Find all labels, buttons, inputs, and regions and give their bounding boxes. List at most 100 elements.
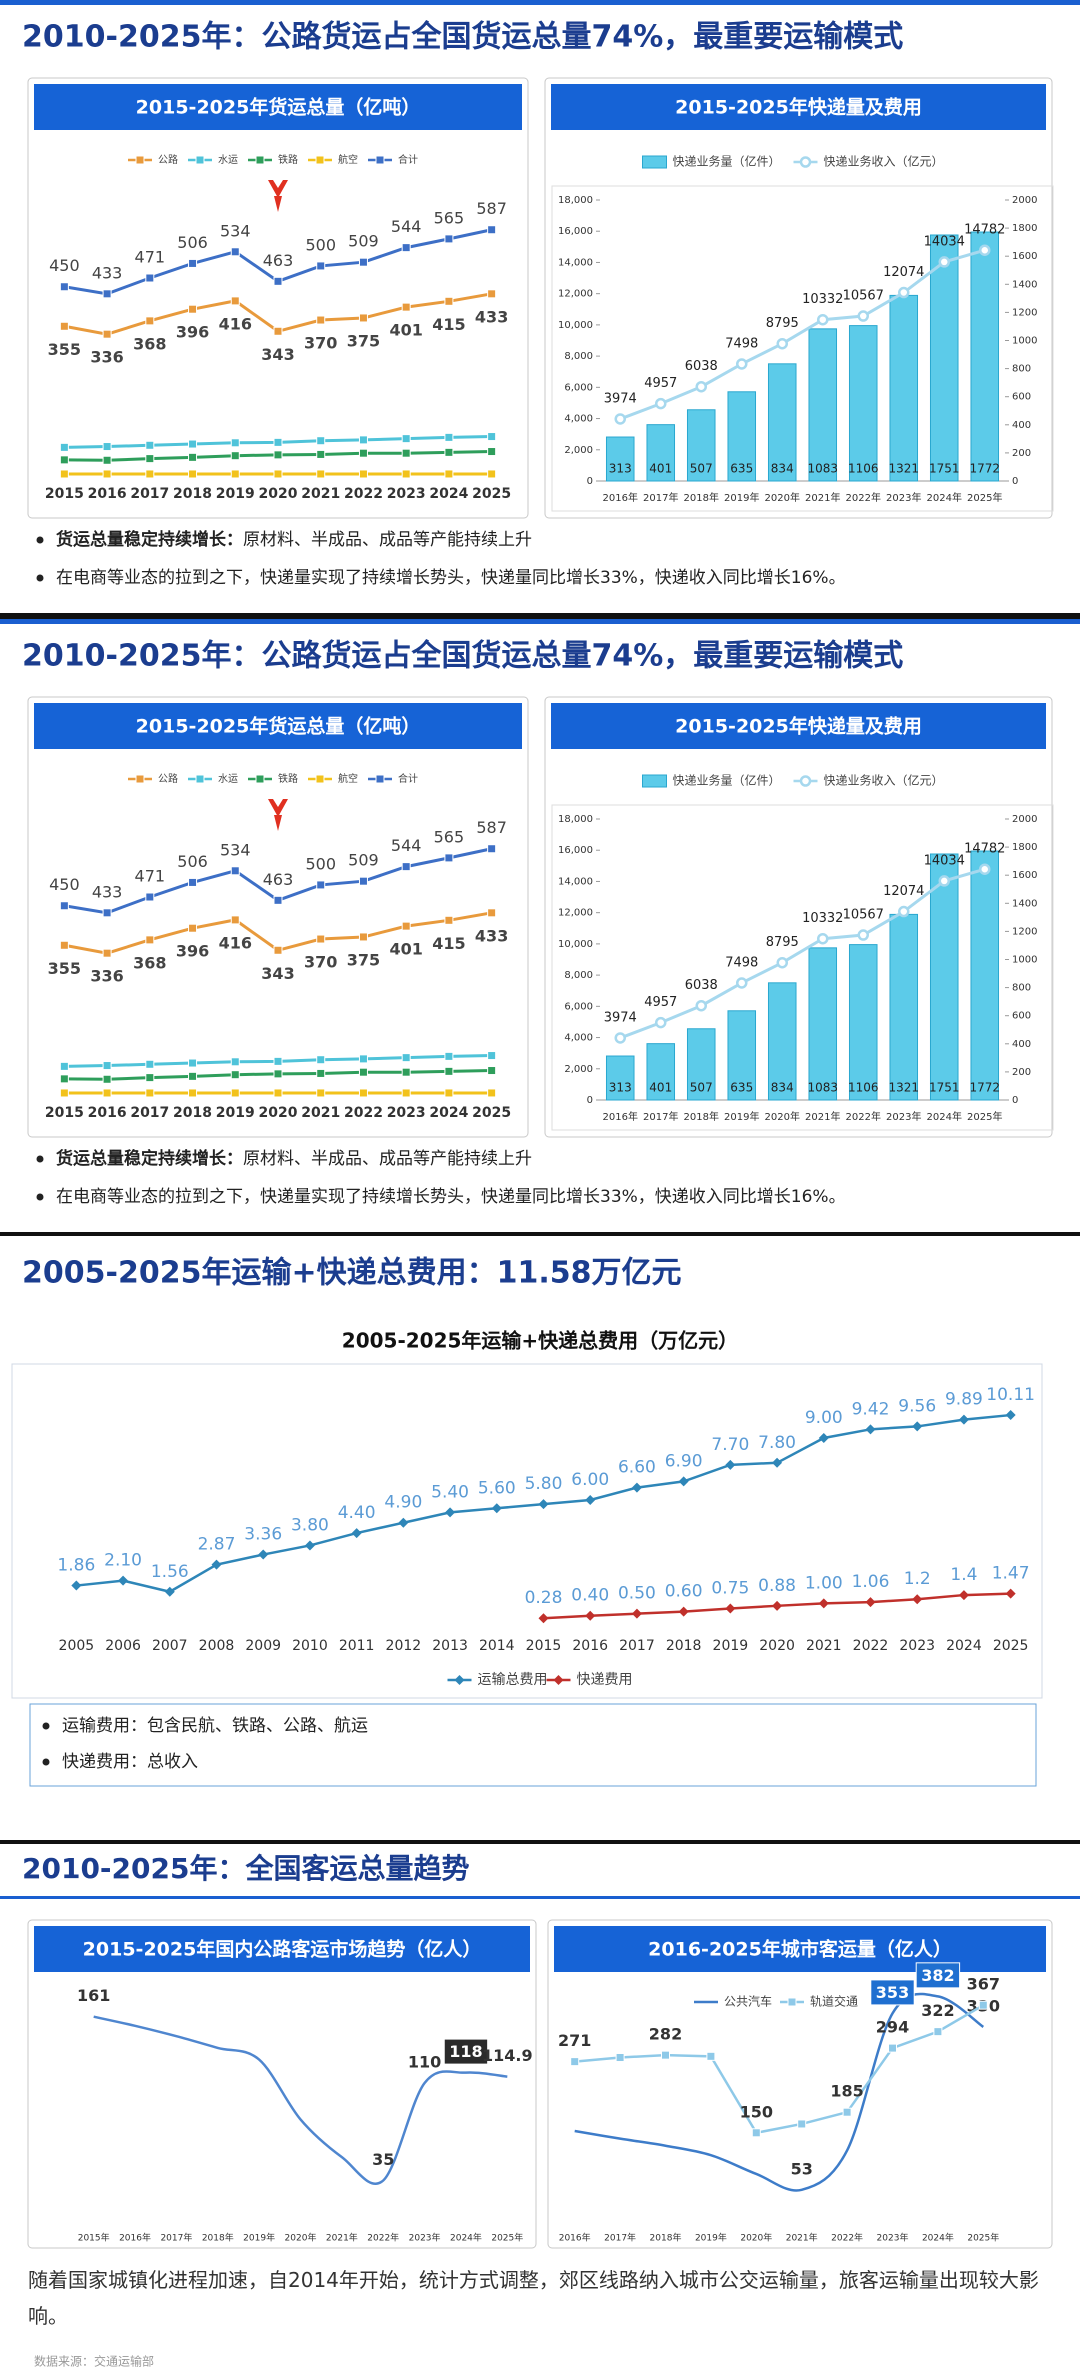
point bbox=[1005, 1588, 1016, 1599]
x-tick-label: 2025 bbox=[993, 1638, 1029, 1654]
x-tick-label: 2015年 bbox=[78, 2232, 110, 2244]
y-tick-label: 16,000 bbox=[558, 845, 593, 856]
point bbox=[978, 2000, 988, 2010]
x-tick-label: 2019 bbox=[216, 1105, 255, 1121]
data-label: 12074 bbox=[883, 884, 924, 899]
x-tick-label: 2025 bbox=[472, 1105, 511, 1121]
y-tick-label: 4,000 bbox=[564, 414, 593, 425]
point bbox=[188, 1088, 198, 1098]
x-tick-label: 2018 bbox=[173, 1105, 212, 1121]
bullet-dot bbox=[42, 1722, 50, 1730]
data-label: 1772 bbox=[969, 1081, 1000, 1095]
point bbox=[145, 316, 155, 326]
data-label: 834 bbox=[771, 462, 794, 476]
point bbox=[255, 774, 265, 784]
data-label: 9.00 bbox=[805, 1408, 843, 1428]
x-tick-label: 2022年 bbox=[831, 2232, 863, 2244]
x-tick-label: 2025年 bbox=[967, 491, 1002, 504]
data-label: 355 bbox=[48, 340, 81, 359]
x-tick-label: 2016 bbox=[572, 1638, 608, 1654]
point bbox=[145, 1059, 155, 1069]
data-label: 534 bbox=[220, 221, 251, 240]
bullet-lead: 货运总量稳定持续增长： bbox=[56, 1148, 243, 1169]
point bbox=[102, 442, 112, 452]
data-label: 401 bbox=[649, 462, 672, 476]
data-label: 2.87 bbox=[198, 1535, 236, 1555]
data-label: 7498 bbox=[725, 336, 758, 351]
bullet-dot bbox=[36, 1193, 44, 1201]
bar bbox=[767, 363, 797, 482]
x-tick-label: 2022 bbox=[344, 1105, 383, 1121]
point bbox=[188, 304, 198, 314]
point bbox=[865, 1424, 876, 1435]
x-tick-label: 2021年 bbox=[326, 2232, 358, 2244]
x-tick-label: 2018 bbox=[666, 1638, 702, 1654]
y-tick-label: 10,000 bbox=[558, 939, 593, 950]
x-tick-label: 2019年 bbox=[724, 1110, 759, 1123]
x-tick-label: 2005 bbox=[59, 1638, 95, 1654]
point bbox=[865, 1597, 876, 1608]
panel bbox=[544, 77, 1053, 519]
slide-title: 2005-2025年运输+快递总费用：11.58万亿元 bbox=[22, 1256, 681, 1291]
point bbox=[273, 437, 283, 447]
data-label: 587 bbox=[476, 818, 507, 837]
y2-tick-label: 600 bbox=[1012, 1011, 1031, 1022]
point bbox=[678, 1476, 689, 1487]
bar bbox=[727, 391, 757, 482]
point bbox=[655, 397, 667, 410]
x-tick-label: 2022年 bbox=[846, 491, 881, 504]
x-tick-label: 2015 bbox=[45, 1105, 84, 1121]
bullet-text: 货运总量稳定持续增长：原材料、半成品、成品等产能持续上升 bbox=[56, 1148, 532, 1169]
point bbox=[273, 326, 283, 336]
data-label: 2.10 bbox=[104, 1551, 142, 1571]
point bbox=[273, 276, 283, 286]
point bbox=[695, 999, 707, 1012]
point bbox=[817, 313, 829, 326]
point bbox=[145, 1088, 155, 1098]
x-tick-label: 2025年 bbox=[967, 2232, 999, 2244]
point bbox=[736, 977, 748, 989]
point bbox=[912, 1594, 923, 1605]
y2-tick-label: 1000 bbox=[1012, 336, 1037, 347]
slide: 2010-2025年：全国客运总量趋势 2015-2025年国内公路客运市场趋势（… bbox=[0, 1844, 1080, 2373]
point bbox=[316, 469, 326, 479]
point bbox=[316, 1088, 326, 1098]
data-label: 7.70 bbox=[711, 1435, 749, 1455]
point bbox=[273, 895, 283, 905]
point bbox=[188, 877, 198, 887]
data-label: 509 bbox=[348, 851, 379, 870]
point bbox=[273, 1069, 283, 1079]
x-tick-label: 2019年 bbox=[695, 2232, 727, 2244]
point bbox=[316, 449, 326, 459]
point bbox=[401, 921, 411, 931]
x-tick-label: 2020年 bbox=[765, 1110, 800, 1123]
y2-tick-label: 1400 bbox=[1012, 279, 1037, 290]
point bbox=[315, 155, 325, 165]
panel-header bbox=[551, 703, 1046, 749]
point bbox=[487, 225, 497, 235]
data-label: 1.2 bbox=[904, 1569, 931, 1589]
y2-tick-label: 1600 bbox=[1012, 870, 1037, 881]
data-label: 0.28 bbox=[525, 1588, 563, 1608]
data-label: 367 bbox=[967, 1975, 1000, 1994]
data-label: 0.75 bbox=[711, 1579, 749, 1599]
point bbox=[751, 2128, 761, 2138]
x-tick-label: 2021 bbox=[301, 486, 340, 502]
point bbox=[538, 1499, 549, 1510]
point bbox=[888, 2043, 897, 2053]
y-tick-label: 14,000 bbox=[558, 257, 593, 268]
bullet-text: 货运总量稳定持续增长：原材料、半成品、成品等产能持续上升 bbox=[56, 529, 532, 550]
red-arrow bbox=[268, 180, 288, 212]
data-label: 544 bbox=[391, 836, 422, 855]
point bbox=[401, 243, 411, 253]
data-label: 0.60 bbox=[665, 1582, 703, 1602]
point bbox=[102, 329, 112, 339]
data-label: 0.40 bbox=[571, 1586, 609, 1606]
point bbox=[570, 2057, 580, 2067]
data-label: 1106 bbox=[848, 1081, 879, 1095]
point bbox=[772, 1457, 783, 1468]
point bbox=[631, 1608, 642, 1619]
point bbox=[898, 905, 910, 918]
point bbox=[898, 286, 910, 299]
x-tick-label: 2025年 bbox=[491, 2232, 523, 2244]
